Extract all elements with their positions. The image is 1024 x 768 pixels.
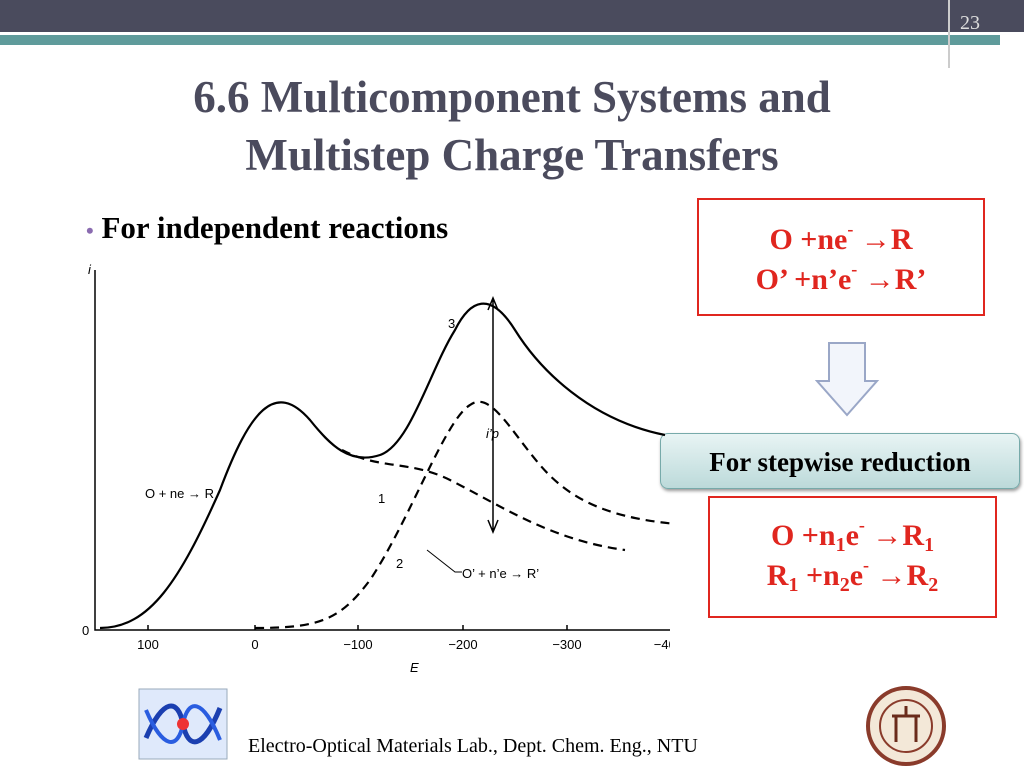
stepwise-label: For stepwise reduction — [660, 433, 1020, 489]
reaction-part: 1 — [835, 534, 846, 556]
reaction-part: O +n — [770, 519, 836, 552]
reaction-part: e — [845, 519, 859, 552]
x-tick-label: −100 — [343, 637, 372, 652]
reaction-part: →R — [869, 559, 929, 592]
reaction-label: O’ + n’e → R’ — [462, 566, 539, 581]
x-tick-label: 100 — [137, 637, 159, 652]
reaction-line: O +n1e- →R1 — [710, 516, 995, 556]
y-axis-label: i — [88, 262, 92, 277]
title-line: Multistep Charge Transfers — [245, 130, 779, 180]
reaction-part: - — [851, 259, 858, 279]
peak-label: i’p — [486, 426, 499, 441]
reaction-part: - — [847, 219, 854, 239]
x-tick-label: −300 — [552, 637, 581, 652]
curve-2 — [254, 400, 670, 630]
reaction-part: - — [863, 555, 870, 575]
bullet: • For independent reactions — [86, 210, 449, 245]
university-seal — [866, 686, 946, 766]
reaction-part: O +ne — [769, 223, 848, 256]
slide-title: 6.6 Multicomponent Systems and Multistep … — [0, 68, 1024, 184]
curve-3 — [99, 302, 666, 630]
x-tick-label: 0 — [251, 637, 258, 652]
accent-stripe — [0, 35, 1000, 45]
x-axis-label: E — [410, 660, 419, 675]
reaction-part: 2 — [928, 574, 939, 596]
peak-arrow — [487, 296, 499, 534]
reaction-line: O +ne- →R — [699, 220, 983, 260]
reaction-box: O +ne- →R O’ +n’e- →R’ — [697, 198, 985, 316]
x-tick-label: −200 — [448, 637, 477, 652]
reaction-box: O +n1e- →R1 R1 +n2e- →R2 — [708, 496, 997, 618]
reaction-line: R1 +n2e- →R2 — [710, 556, 995, 596]
top-bar — [0, 0, 1024, 32]
down-arrow — [815, 342, 880, 417]
leader — [426, 549, 462, 573]
reaction-part: - — [858, 515, 865, 535]
page-number: 23 — [960, 12, 980, 34]
curve-1 — [341, 449, 626, 552]
lab-logo — [138, 688, 228, 760]
curve-label: 2 — [396, 556, 403, 571]
curve-label: 1 — [378, 491, 385, 506]
reaction-part: R — [766, 559, 789, 592]
reaction-part: →R — [853, 223, 913, 256]
reaction-part: 1 — [924, 534, 935, 556]
reaction-part: 2 — [839, 574, 850, 596]
reaction-part: e — [849, 559, 864, 592]
reaction-part: O’ +n’e — [755, 263, 852, 296]
rule — [948, 0, 950, 68]
bullet-text: For independent reactions — [101, 210, 449, 245]
reaction-line: O’ +n’e- →R’ — [699, 260, 983, 300]
reaction-part: →R’ — [857, 263, 927, 296]
x-tick-label: −400 mV — [654, 637, 670, 652]
curve-label: 3 — [448, 316, 455, 331]
reaction-label: O + ne → R — [145, 486, 214, 501]
x-ticks — [147, 625, 568, 630]
title-line: 6.6 Multicomponent Systems and — [193, 72, 831, 122]
y-zero: 0 — [82, 623, 89, 638]
axes — [94, 270, 670, 631]
reaction-part: →R — [864, 519, 925, 552]
reaction-part: +n — [798, 559, 840, 592]
footer: Electro-Optical Materials Lab., Dept. Ch… — [248, 735, 698, 757]
reaction-part: 1 — [788, 574, 799, 596]
